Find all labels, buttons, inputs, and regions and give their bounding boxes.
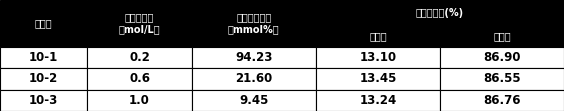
Bar bbox=[192, 90, 316, 111]
Text: 0.6: 0.6 bbox=[129, 72, 150, 85]
Bar bbox=[192, 47, 316, 68]
Text: 0.2: 0.2 bbox=[129, 51, 150, 64]
Bar bbox=[440, 90, 564, 111]
Text: 13.24: 13.24 bbox=[359, 94, 396, 107]
Bar bbox=[87, 47, 192, 68]
Text: 环己醇: 环己醇 bbox=[369, 32, 387, 42]
Bar bbox=[0, 90, 87, 111]
Bar bbox=[87, 68, 192, 90]
Text: 底物环已烷
（mol/L）: 底物环已烷 （mol/L） bbox=[119, 13, 160, 34]
Text: 13.45: 13.45 bbox=[359, 72, 396, 85]
Bar bbox=[316, 47, 440, 68]
Bar bbox=[192, 0, 316, 47]
Bar bbox=[87, 0, 192, 47]
Text: 实验例: 实验例 bbox=[35, 18, 52, 28]
Text: 产物选择性(%): 产物选择性(%) bbox=[416, 8, 464, 18]
Text: 10-1: 10-1 bbox=[29, 51, 58, 64]
Text: 21.60: 21.60 bbox=[235, 72, 272, 85]
Text: 13.10: 13.10 bbox=[359, 51, 396, 64]
Bar bbox=[87, 90, 192, 111]
Bar bbox=[440, 27, 564, 47]
Bar bbox=[192, 68, 316, 90]
Bar bbox=[316, 68, 440, 90]
Bar bbox=[316, 0, 564, 27]
Text: 1.0: 1.0 bbox=[129, 94, 150, 107]
Bar bbox=[0, 68, 87, 90]
Bar bbox=[0, 47, 87, 68]
Text: 94.23: 94.23 bbox=[235, 51, 272, 64]
Bar bbox=[0, 0, 87, 47]
Text: 9.45: 9.45 bbox=[239, 94, 268, 107]
Text: 环己酮: 环己酮 bbox=[493, 32, 511, 42]
Text: 10-2: 10-2 bbox=[29, 72, 58, 85]
Bar bbox=[440, 47, 564, 68]
Text: 环已烷转化率
（mmol%）: 环已烷转化率 （mmol%） bbox=[228, 13, 280, 34]
Text: 10-3: 10-3 bbox=[29, 94, 58, 107]
Text: 86.90: 86.90 bbox=[483, 51, 521, 64]
Text: 86.55: 86.55 bbox=[483, 72, 521, 85]
Bar bbox=[316, 90, 440, 111]
Text: 86.76: 86.76 bbox=[483, 94, 521, 107]
Bar bbox=[316, 27, 440, 47]
Bar bbox=[440, 68, 564, 90]
